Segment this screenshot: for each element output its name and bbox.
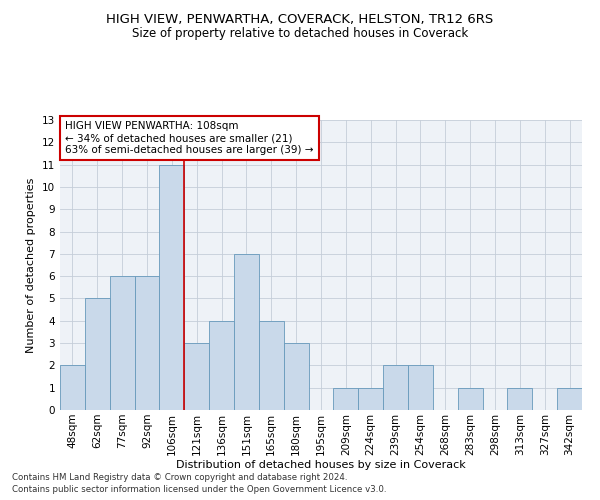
Bar — [85, 298, 110, 410]
Text: Contains public sector information licensed under the Open Government Licence v3: Contains public sector information licen… — [12, 485, 386, 494]
Bar — [334, 388, 358, 410]
Text: HIGH VIEW, PENWARTHA, COVERACK, HELSTON, TR12 6RS: HIGH VIEW, PENWARTHA, COVERACK, HELSTON,… — [106, 12, 494, 26]
Bar — [358, 388, 383, 410]
Y-axis label: Number of detached properties: Number of detached properties — [26, 178, 37, 352]
Bar — [383, 366, 408, 410]
Bar — [234, 254, 259, 410]
Text: Contains HM Land Registry data © Crown copyright and database right 2024.: Contains HM Land Registry data © Crown c… — [12, 472, 347, 482]
Bar — [184, 343, 209, 410]
Bar — [110, 276, 134, 410]
Bar — [209, 321, 234, 410]
Bar — [134, 276, 160, 410]
Text: HIGH VIEW PENWARTHA: 108sqm
← 34% of detached houses are smaller (21)
63% of sem: HIGH VIEW PENWARTHA: 108sqm ← 34% of det… — [65, 122, 314, 154]
Bar — [284, 343, 308, 410]
Bar — [557, 388, 582, 410]
Text: Size of property relative to detached houses in Coverack: Size of property relative to detached ho… — [132, 28, 468, 40]
Bar — [60, 366, 85, 410]
Bar — [458, 388, 482, 410]
Bar — [259, 321, 284, 410]
Bar — [160, 164, 184, 410]
Bar — [508, 388, 532, 410]
X-axis label: Distribution of detached houses by size in Coverack: Distribution of detached houses by size … — [176, 460, 466, 470]
Bar — [408, 366, 433, 410]
